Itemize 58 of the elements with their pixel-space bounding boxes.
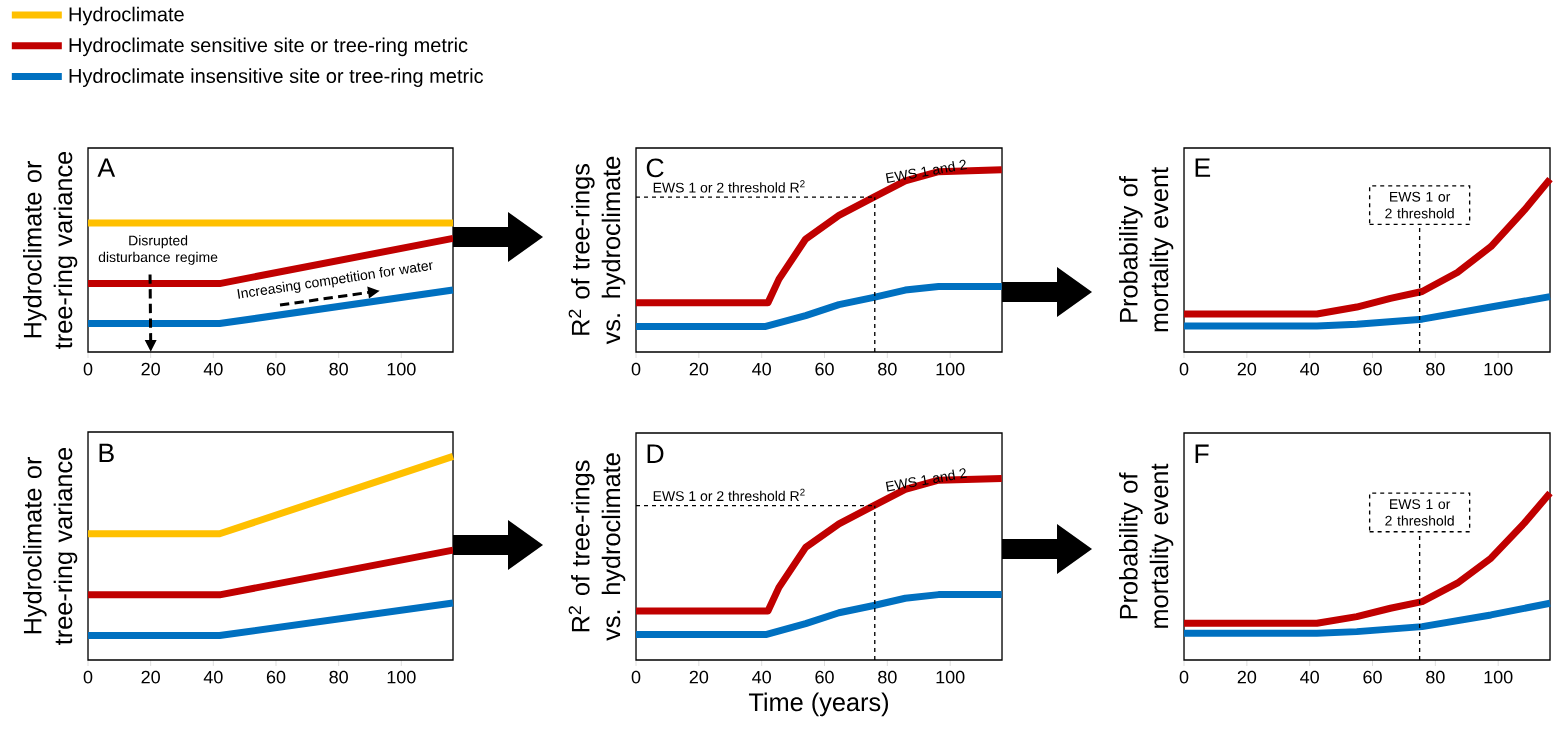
x-tick-label: 0: [631, 362, 641, 376]
x-tick-label: 40: [1300, 362, 1319, 376]
legend-label: Hydroclimate sensitive site or tree-ring metric: [69, 37, 468, 57]
y-axis-title: Hydroclimate or tree-ring variance: [23, 151, 78, 349]
annotation: C: [646, 158, 664, 178]
text: E: [1195, 158, 1211, 177]
x-axis-title: Time (years): [748, 692, 889, 717]
x-tick-label: 40: [1300, 670, 1319, 684]
x-tick-label: 0: [631, 670, 641, 684]
x-tick-label: 20: [689, 670, 709, 684]
x-tick-label: 20: [1237, 670, 1257, 684]
x-tick-label: 40: [752, 362, 771, 376]
x-tick-label: 60: [266, 362, 286, 376]
annotation: Increasing competition for water: [237, 262, 433, 299]
x-tick-label: 80: [878, 670, 897, 684]
y-axis-title: Probability of mortality event: [1119, 463, 1174, 628]
legend-label: Hydroclimate: [69, 6, 184, 26]
x-tick-label: 100: [387, 362, 416, 376]
x-tick-label: 60: [1363, 670, 1382, 684]
x-tick-label: 80: [878, 362, 897, 376]
x-tick-label: 0: [1179, 362, 1189, 376]
x-tick-label: 60: [815, 362, 834, 376]
text: D: [647, 444, 664, 463]
x-tick-label: 0: [1179, 670, 1189, 684]
x-tick-label: 20: [141, 670, 160, 684]
x-tick-label: 40: [752, 670, 771, 684]
annotation: EWS 1 and 2: [885, 468, 967, 492]
annotation: Disrupted disturbance regime: [98, 235, 218, 265]
text: F: [1195, 444, 1209, 463]
legend-label: Hydroclimate insensitive site or tree-ring metric: [69, 68, 484, 87]
y-axis-title: Probability of mortality event: [1119, 167, 1174, 332]
ref-line-label: EWS 1 or 2 threshold: [1385, 191, 1454, 219]
x-tick-label: 80: [329, 362, 348, 376]
x-tick-label: 20: [1237, 362, 1257, 376]
ref-line-label: EWS 1 or 2 threshold R$^{2}$: [653, 488, 805, 502]
y-axis-title: Hydroclimate or tree-ring variance: [23, 447, 78, 645]
x-tick-label: 20: [141, 362, 160, 376]
x-tick-label: 100: [936, 670, 965, 684]
annotation: EWS 1 and 2: [885, 159, 967, 183]
x-tick-label: 100: [387, 670, 416, 684]
x-tick-label: 80: [1426, 670, 1445, 684]
text: A: [97, 158, 116, 177]
annotation: B: [99, 443, 114, 463]
ref-line-label: EWS 1 or 2 threshold R$^{2}$: [653, 180, 805, 193]
x-tick-label: 100: [936, 362, 965, 376]
x-tick-label: 40: [203, 362, 223, 376]
x-tick-label: 0: [83, 362, 93, 376]
x-tick-label: 100: [1484, 670, 1513, 684]
x-tick-label: 60: [815, 670, 834, 684]
x-tick-label: 80: [329, 670, 348, 684]
x-tick-label: 60: [266, 670, 286, 684]
x-tick-label: 20: [689, 362, 709, 376]
x-tick-label: 80: [1426, 362, 1445, 376]
x-tick-label: 40: [203, 670, 223, 684]
x-tick-label: 100: [1484, 362, 1513, 376]
x-tick-label: 60: [1363, 362, 1382, 376]
x-tick-label: 0: [83, 670, 93, 684]
ref-line-label: EWS 1 or 2 threshold: [1385, 499, 1454, 526]
